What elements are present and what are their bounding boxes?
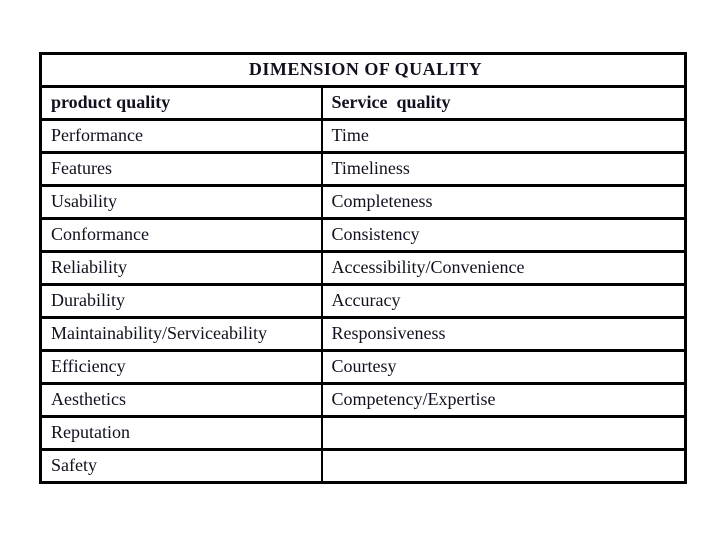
table-row: Conformance Consistency [39, 217, 687, 253]
cell-service: Responsiveness [320, 316, 687, 352]
table-row: Safety [39, 448, 687, 484]
cell-service: Accessibility/Convenience [320, 250, 687, 286]
column-header-service-quality: Service quality [320, 85, 687, 121]
cell-product: Performance [39, 118, 323, 154]
cell-product: Maintainability/Serviceability [39, 316, 323, 352]
cell-service: Accuracy [320, 283, 687, 319]
table-row: Durability Accuracy [39, 283, 687, 319]
cell-product: Reputation [39, 415, 323, 451]
table-row: Features Timeliness [39, 151, 687, 187]
cell-service: Courtesy [320, 349, 687, 385]
cell-product: Reliability [39, 250, 323, 286]
cell-product: Usability [39, 184, 323, 220]
column-header-product-quality: product quality [39, 85, 323, 121]
cell-product: Safety [39, 448, 323, 484]
table-header-row: product quality Service quality [39, 85, 687, 121]
cell-product: Efficiency [39, 349, 323, 385]
cell-service: Consistency [320, 217, 687, 253]
cell-product: Durability [39, 283, 323, 319]
table-title: DIMENSION OF QUALITY [39, 52, 687, 88]
cell-product: Conformance [39, 217, 323, 253]
cell-product: Features [39, 151, 323, 187]
table-row: Usability Completeness [39, 184, 687, 220]
cell-service: Completeness [320, 184, 687, 220]
cell-service: Time [320, 118, 687, 154]
cell-product: Aesthetics [39, 382, 323, 418]
table-row: Maintainability/Serviceability Responsiv… [39, 316, 687, 352]
table-row: Performance Time [39, 118, 687, 154]
table-title-row: DIMENSION OF QUALITY [39, 52, 687, 88]
table-row: Reliability Accessibility/Convenience [39, 250, 687, 286]
quality-table: DIMENSION OF QUALITY product quality Ser… [39, 52, 688, 484]
cell-service [320, 415, 687, 451]
table-row: Reputation [39, 415, 687, 451]
table-row: Aesthetics Competency/Expertise [39, 382, 687, 418]
table-row: Efficiency Courtesy [39, 349, 687, 385]
cell-service [320, 448, 687, 484]
cell-service: Timeliness [320, 151, 687, 187]
cell-service: Competency/Expertise [320, 382, 687, 418]
